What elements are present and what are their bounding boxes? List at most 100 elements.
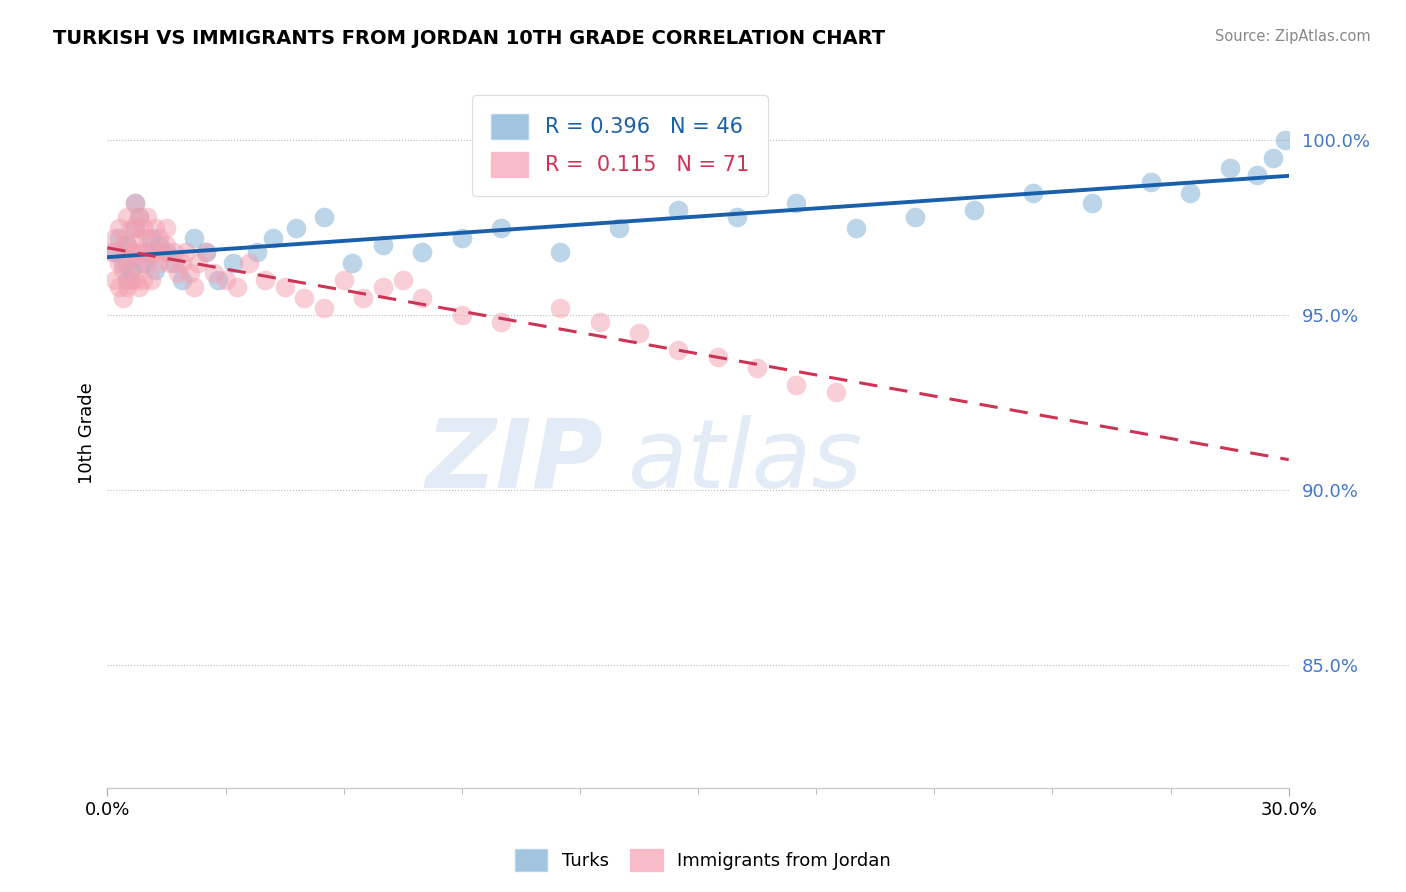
Point bbox=[391, 273, 413, 287]
Point bbox=[128, 211, 150, 225]
Point bbox=[139, 231, 162, 245]
Point bbox=[163, 245, 186, 260]
Point bbox=[112, 263, 135, 277]
Point bbox=[262, 231, 284, 245]
Point bbox=[253, 273, 276, 287]
Point bbox=[124, 245, 146, 260]
Point bbox=[128, 231, 150, 245]
Point bbox=[172, 256, 194, 270]
Point bbox=[411, 291, 433, 305]
Point bbox=[214, 273, 236, 287]
Point bbox=[238, 256, 260, 270]
Point bbox=[124, 221, 146, 235]
Point bbox=[112, 291, 135, 305]
Legend: R = 0.396   N = 46, R =  0.115   N = 71: R = 0.396 N = 46, R = 0.115 N = 71 bbox=[472, 95, 768, 195]
Point bbox=[785, 378, 807, 392]
Point bbox=[246, 245, 269, 260]
Point bbox=[143, 221, 166, 235]
Point bbox=[124, 196, 146, 211]
Point bbox=[128, 280, 150, 294]
Point bbox=[115, 273, 138, 287]
Point bbox=[666, 343, 689, 358]
Point bbox=[163, 256, 186, 270]
Point bbox=[450, 231, 472, 245]
Point bbox=[489, 315, 512, 329]
Point bbox=[904, 211, 927, 225]
Point bbox=[825, 385, 848, 400]
Point bbox=[1274, 133, 1296, 147]
Point bbox=[183, 280, 205, 294]
Point bbox=[124, 273, 146, 287]
Point bbox=[115, 256, 138, 270]
Point bbox=[139, 273, 162, 287]
Point bbox=[108, 256, 131, 270]
Point bbox=[489, 221, 512, 235]
Point bbox=[115, 238, 138, 252]
Point bbox=[148, 256, 170, 270]
Point bbox=[115, 280, 138, 294]
Point bbox=[152, 245, 174, 260]
Text: TURKISH VS IMMIGRANTS FROM JORDAN 10TH GRADE CORRELATION CHART: TURKISH VS IMMIGRANTS FROM JORDAN 10TH G… bbox=[53, 29, 886, 47]
Point bbox=[132, 256, 155, 270]
Point bbox=[222, 256, 245, 270]
Point bbox=[332, 273, 354, 287]
Point bbox=[292, 291, 315, 305]
Point bbox=[1246, 169, 1268, 183]
Point bbox=[112, 238, 135, 252]
Text: Source: ZipAtlas.com: Source: ZipAtlas.com bbox=[1215, 29, 1371, 44]
Point bbox=[411, 245, 433, 260]
Point bbox=[226, 280, 249, 294]
Point bbox=[128, 211, 150, 225]
Point bbox=[312, 211, 335, 225]
Point bbox=[143, 263, 166, 277]
Point bbox=[115, 211, 138, 225]
Point bbox=[120, 263, 142, 277]
Point bbox=[273, 280, 295, 294]
Point bbox=[100, 245, 122, 260]
Point bbox=[845, 221, 868, 235]
Point bbox=[187, 256, 209, 270]
Point bbox=[124, 196, 146, 211]
Y-axis label: 10th Grade: 10th Grade bbox=[79, 382, 96, 483]
Point bbox=[112, 256, 135, 270]
Point bbox=[174, 245, 197, 260]
Point bbox=[135, 245, 157, 260]
Point bbox=[124, 221, 146, 235]
Point bbox=[108, 221, 131, 235]
Point bbox=[143, 245, 166, 260]
Point bbox=[120, 245, 142, 260]
Point bbox=[139, 245, 162, 260]
Point bbox=[108, 280, 131, 294]
Point bbox=[120, 221, 142, 235]
Point bbox=[132, 273, 155, 287]
Point bbox=[371, 280, 394, 294]
Point bbox=[1022, 186, 1045, 200]
Point bbox=[340, 256, 363, 270]
Point bbox=[371, 238, 394, 252]
Point bbox=[627, 326, 650, 340]
Point bbox=[104, 231, 127, 245]
Point bbox=[115, 238, 138, 252]
Point bbox=[128, 256, 150, 270]
Point bbox=[1219, 161, 1241, 176]
Point bbox=[179, 267, 201, 281]
Point bbox=[120, 273, 142, 287]
Point bbox=[963, 203, 986, 218]
Point bbox=[194, 245, 217, 260]
Point bbox=[207, 273, 229, 287]
Point bbox=[588, 315, 610, 329]
Point bbox=[194, 245, 217, 260]
Point bbox=[202, 267, 225, 281]
Text: ZIP: ZIP bbox=[426, 415, 603, 508]
Point bbox=[785, 196, 807, 211]
Point bbox=[132, 221, 155, 235]
Text: atlas: atlas bbox=[627, 415, 862, 508]
Point bbox=[285, 221, 308, 235]
Point bbox=[104, 245, 127, 260]
Point bbox=[1081, 196, 1104, 211]
Point bbox=[155, 245, 177, 260]
Point bbox=[155, 238, 177, 252]
Point bbox=[135, 256, 157, 270]
Point bbox=[148, 231, 170, 245]
Point bbox=[108, 231, 131, 245]
